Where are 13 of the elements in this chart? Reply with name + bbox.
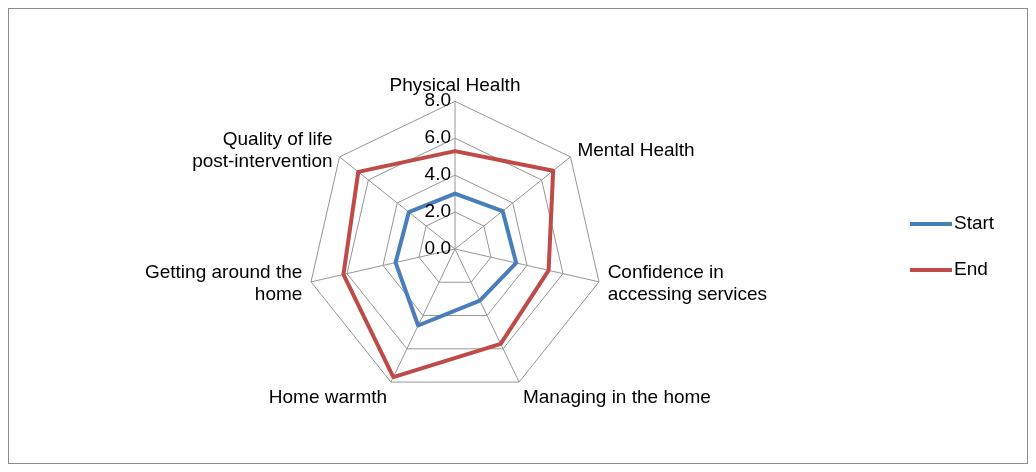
y-tick-label: 0.0 <box>424 237 451 259</box>
spoke-label: Managing in the home <box>522 386 711 408</box>
legend-label: End <box>954 258 988 280</box>
spoke-label: Home warmth <box>268 386 388 408</box>
y-tick-label: 6.0 <box>424 126 451 148</box>
spoke-label: Confidence in accessing services <box>607 260 768 304</box>
spoke-label: Mental Health <box>577 139 695 161</box>
legend-label: Start <box>954 212 995 234</box>
spoke-label: Quality of life post-intervention <box>192 128 333 172</box>
spoke-label: Physical Health <box>389 74 521 96</box>
y-tick-label: 2.0 <box>424 200 451 222</box>
spoke-label: Getting around the home <box>144 260 303 304</box>
y-tick-label: 4.0 <box>424 163 451 185</box>
